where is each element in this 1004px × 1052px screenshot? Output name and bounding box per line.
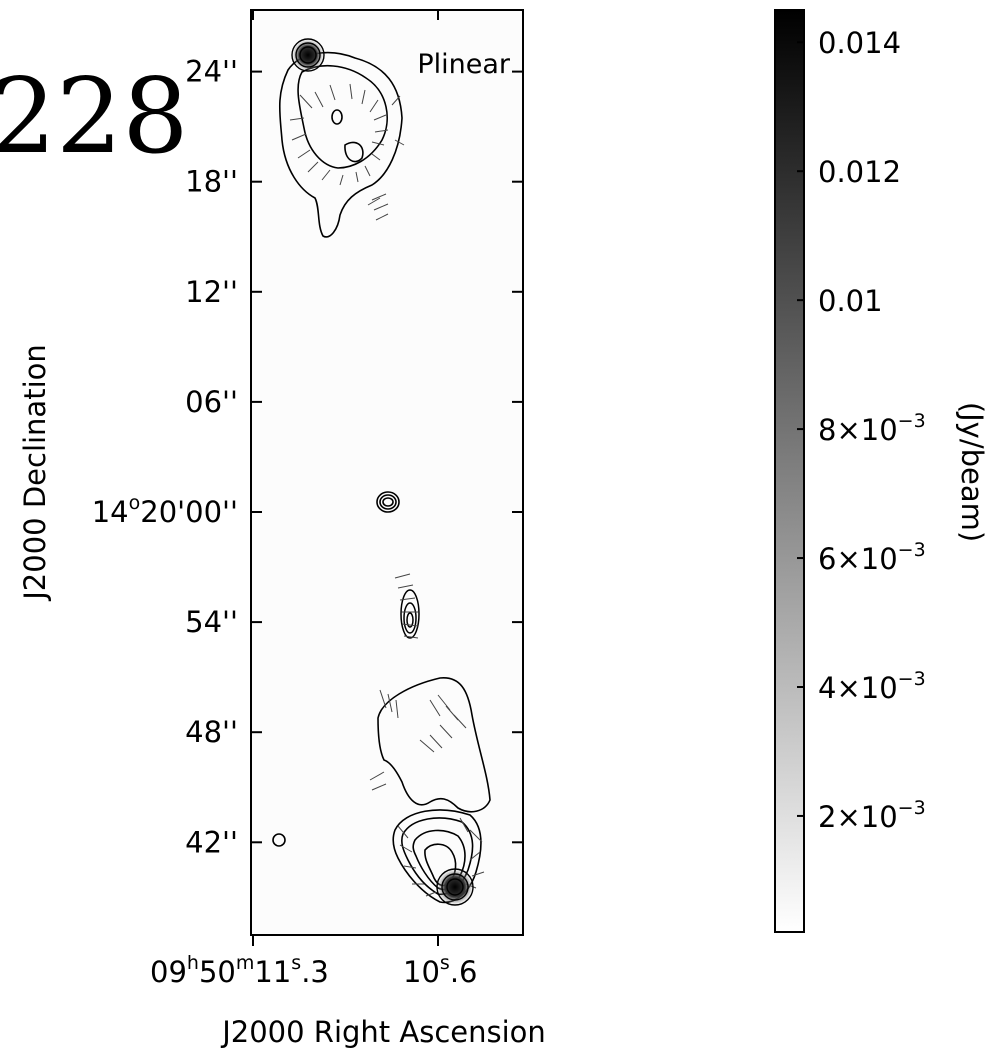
core-contour-2 xyxy=(379,494,397,510)
x-tick-1-fraction: .3 xyxy=(301,955,329,989)
x-tick-2-fraction: .6 xyxy=(450,955,478,989)
colorbar-tick-exponent: −3 xyxy=(898,539,926,561)
colorbar-tick-exponent: −3 xyxy=(898,410,926,432)
south-lobe-contour-outer xyxy=(377,677,491,813)
north-hotspot-contour-1 xyxy=(291,38,325,72)
y-tick-rest: 20'00'' xyxy=(140,495,238,529)
x-tick-1-minutes: 50 xyxy=(199,955,236,989)
core-contour-3 xyxy=(382,497,394,507)
colorbar-tick-label-5: 4×10−3 xyxy=(818,668,926,705)
north-hotspot-contour-2 xyxy=(295,42,321,68)
x-tick-label-2: 10s.6 xyxy=(403,952,477,989)
y-axis-labels: 24'' 18'' 12'' 06'' 14o20'00'' 54'' 48'' 42'' xyxy=(92,55,238,860)
colorbar-tick-label-0: 0.014 xyxy=(818,26,901,60)
x-axis-ticks xyxy=(252,10,439,946)
x-tick-2-s-unit: s xyxy=(440,952,450,974)
map-panel: Plinear xyxy=(250,9,524,936)
y-axis-ticks xyxy=(251,70,523,844)
jet-knot-contour-3 xyxy=(406,612,414,628)
colorbar-unit-label: (Jy/beam) xyxy=(955,402,989,542)
north-hotspot-contours xyxy=(291,38,325,72)
south-hotspot-contour-2 xyxy=(441,873,469,901)
colorbar-tick-label-6: 2×10−3 xyxy=(818,797,926,834)
y-tick-label-6: 48'' xyxy=(185,715,238,749)
north-lobe-contour-bay xyxy=(344,141,364,163)
x-tick-1-m-unit: m xyxy=(236,952,255,974)
colorbar-tick-label-3: 8×10−3 xyxy=(818,410,926,447)
x-tick-1-h-unit: h xyxy=(187,952,199,974)
colorbar-tick-exponent: −3 xyxy=(898,797,926,819)
north-lobe xyxy=(278,51,403,238)
colorbar-tick-label-1: 0.012 xyxy=(818,155,901,189)
x-axis-title: J2000 Right Ascension xyxy=(220,1015,546,1049)
x-tick-2-seconds: 10 xyxy=(403,955,440,989)
colorbar-ticks xyxy=(797,41,804,817)
x-tick-label-1: 09h50m11s.3 xyxy=(150,952,329,989)
beam-marker xyxy=(272,833,286,847)
north-lobe-contour-inner xyxy=(297,64,388,169)
colorbar-tick-exponent: −3 xyxy=(898,668,926,690)
jet-knot xyxy=(400,589,420,639)
north-lobe-contour-knot xyxy=(331,109,343,125)
jet-knot-contour-1 xyxy=(400,589,420,639)
colorbar-tick-label-2: 0.01 xyxy=(818,284,883,318)
map-label: Plinear xyxy=(417,49,511,80)
colorbar-tick-label-4: 6×10−3 xyxy=(818,539,926,576)
x-tick-1-s-unit: s xyxy=(291,952,301,974)
y-tick-label-5: 54'' xyxy=(185,605,238,639)
x-tick-1-hours: 09 xyxy=(150,955,187,989)
jet-knot-contour-2 xyxy=(403,602,417,634)
y-tick-label-7: 42'' xyxy=(185,825,238,859)
colorbar-tick-mantissa: 2×10 xyxy=(818,800,898,834)
jet-pol-vectors xyxy=(394,573,419,639)
y-tick-label-2: 12'' xyxy=(185,275,238,309)
north-hotspot-contour-3 xyxy=(299,46,317,64)
colorbar-tick-mantissa: 6×10 xyxy=(818,542,898,576)
colorbar-tick-mantissa: 8×10 xyxy=(818,413,898,447)
y-axis-title: J2000 Declination xyxy=(18,344,52,602)
south-pol-vectors xyxy=(369,689,485,897)
y-tick-label-4: 14o20'00'' xyxy=(92,492,238,529)
x-tick-1-seconds: 11 xyxy=(254,955,291,989)
south-hotspot-contour-3 xyxy=(446,878,464,896)
north-pol-vectors xyxy=(289,83,405,221)
core xyxy=(376,491,400,513)
north-lobe-contour-outer xyxy=(278,51,403,238)
core-contour-1 xyxy=(376,491,400,513)
colorbar-tick-mantissa: 4×10 xyxy=(818,671,898,705)
south-hotspot-contour-1 xyxy=(436,868,474,906)
south-hotspot-contours xyxy=(436,868,474,906)
y-tick-deg: 14 xyxy=(92,495,129,529)
y-tick-label-1: 18'' xyxy=(185,165,238,199)
title-fragment: 228 xyxy=(0,55,189,177)
y-tick-label-0: 24'' xyxy=(185,55,238,89)
y-tick-label-3: 06'' xyxy=(185,385,238,419)
map-frame xyxy=(250,9,524,936)
y-tick-deg-symbol: o xyxy=(129,492,141,514)
colorbar-gradient xyxy=(774,9,805,933)
